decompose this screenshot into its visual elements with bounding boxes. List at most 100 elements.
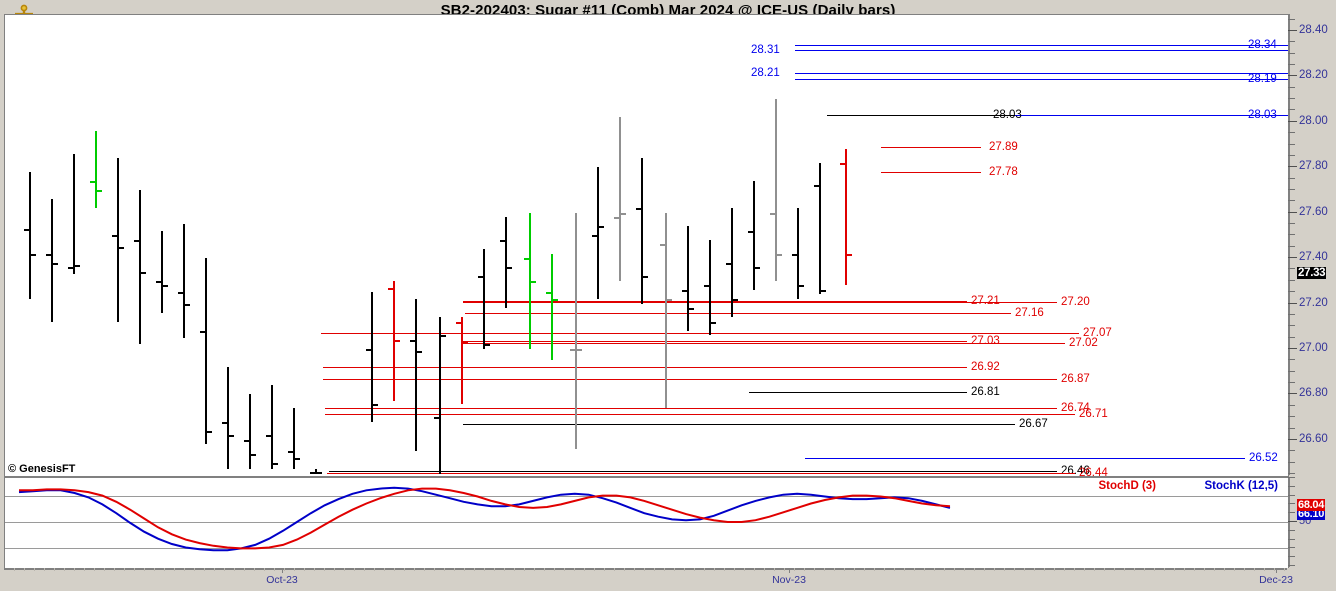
- date-axis-tick: [994, 568, 995, 571]
- price-level-line[interactable]: [463, 424, 1015, 425]
- price-axis-label: 27.80: [1299, 160, 1328, 173]
- ohlc-bar: [478, 249, 490, 349]
- price-axis-tick-major: [1288, 211, 1297, 213]
- ohlc-bar: [748, 180, 760, 290]
- stochastic-axis-rule: [1288, 477, 1290, 567]
- price-level-line[interactable]: [461, 341, 967, 343]
- date-axis-tick: [584, 568, 585, 571]
- date-axis-tick: [254, 568, 255, 571]
- date-axis-tick: [1244, 568, 1245, 571]
- ohlc-bar: [434, 317, 446, 474]
- price-axis-label: 27.40: [1299, 251, 1328, 264]
- date-axis-tick: [1224, 568, 1225, 571]
- ohlc-bar: [310, 469, 322, 474]
- date-axis-tick: [224, 568, 225, 571]
- date-axis-tick: [724, 568, 725, 571]
- date-axis-tick: [1154, 568, 1155, 571]
- price-level-line[interactable]: [827, 114, 1288, 116]
- price-level-line[interactable]: [827, 114, 1015, 116]
- date-axis-tick: [394, 568, 395, 571]
- ohlc-bar: [90, 130, 102, 209]
- stochastic-gridline: [5, 548, 1288, 550]
- price-axis[interactable]: 28.40 28.20 28.00 27.80 27.60 27.40 27.20 27.00…: [1288, 14, 1336, 475]
- ohlc-bar: [200, 258, 212, 445]
- date-axis-tick: [1164, 568, 1165, 571]
- date-axis-tick: [854, 568, 855, 571]
- date-axis-tick: [264, 568, 265, 571]
- legend-stochd: StochD (3): [1098, 480, 1157, 492]
- stochastic-series: [18, 486, 951, 552]
- date-axis-tick: [1284, 568, 1285, 571]
- date-axis-tick: [904, 568, 905, 571]
- price-level-line[interactable]: [323, 378, 1057, 380]
- price-level-label: 28.31: [751, 44, 780, 57]
- price-axis-tick: [1288, 382, 1295, 384]
- price-level-label: 26.71: [1079, 408, 1108, 421]
- price-level-label: 27.07: [1083, 327, 1112, 340]
- price-level-line[interactable]: [329, 470, 1057, 472]
- price-level-line[interactable]: [323, 367, 967, 369]
- date-axis-tick: [874, 568, 875, 571]
- date-axis-tick: [1144, 568, 1145, 571]
- price-level-line[interactable]: [795, 44, 1288, 46]
- date-axis-tick: [814, 568, 815, 571]
- date-axis-tick: [734, 568, 735, 571]
- date-axis[interactable]: Oct-23 Nov-23 Dec-23: [4, 568, 1336, 591]
- stochastic-axis-tick: [1288, 503, 1295, 505]
- stochastic-axis-tick: [1288, 485, 1295, 487]
- price-axis-tick: [1288, 268, 1295, 270]
- ohlc-bar: [222, 367, 234, 470]
- stochastic-axis[interactable]: 50 66.10 68.04: [1288, 477, 1336, 567]
- price-level-line[interactable]: [881, 146, 981, 148]
- price-level-label: 26.87: [1061, 372, 1090, 385]
- price-level-label: 28.21: [751, 66, 780, 79]
- price-level-line[interactable]: [749, 392, 967, 394]
- date-axis-tick: [834, 568, 835, 571]
- stochastic-axis-tick: [1288, 529, 1295, 531]
- date-axis-tick: [1254, 568, 1255, 571]
- price-level-line[interactable]: [461, 343, 1065, 345]
- price-axis-tick-major: [1288, 257, 1297, 259]
- date-axis-tick: [944, 568, 945, 571]
- date-axis-tick: [914, 568, 915, 571]
- price-chart-panel[interactable]: 28.34 28.31 28.21 28.19 28.03 28.03 27.89 27.78…: [4, 14, 1289, 477]
- date-axis-tick: [294, 568, 295, 571]
- price-axis-tick: [1288, 336, 1295, 338]
- price-level-line[interactable]: [463, 300, 967, 302]
- date-axis-tick: [964, 568, 965, 571]
- date-axis-tick: [1094, 568, 1095, 571]
- current-price-marker: 27.33: [1297, 267, 1327, 280]
- date-axis-tick: [604, 568, 605, 571]
- price-level-line[interactable]: [795, 78, 1288, 80]
- date-axis-label: Nov-23: [772, 574, 806, 586]
- price-level-label: 27.16: [1015, 306, 1044, 319]
- ohlc-bar: [112, 158, 124, 322]
- date-axis-tick: [1114, 568, 1115, 571]
- stochastic-panel[interactable]: StochD (3) StochK (12,5): [4, 477, 1289, 569]
- price-level-line[interactable]: [327, 472, 1075, 474]
- date-axis-tick: [804, 568, 805, 571]
- date-axis-tick: [1054, 568, 1055, 571]
- price-level-line[interactable]: [795, 72, 1288, 74]
- date-axis-label: Oct-23: [266, 574, 298, 586]
- price-axis-tick-major: [1288, 75, 1297, 77]
- price-level-line[interactable]: [463, 302, 1057, 304]
- price-level-line[interactable]: [325, 407, 1057, 409]
- price-level-line[interactable]: [795, 50, 1288, 52]
- date-axis-tick: [984, 568, 985, 571]
- date-axis-tick: [334, 568, 335, 571]
- ohlc-bar: [726, 208, 738, 318]
- ohlc-bar: [660, 212, 672, 409]
- price-axis-tick: [1288, 188, 1295, 190]
- price-axis-tick: [1288, 98, 1295, 100]
- price-axis-tick: [1288, 370, 1295, 372]
- price-level-line[interactable]: [325, 414, 1075, 416]
- price-level-line[interactable]: [465, 312, 1011, 314]
- date-axis-tick: [844, 568, 845, 571]
- price-level-line[interactable]: [881, 171, 981, 173]
- price-axis-tick: [1288, 86, 1295, 88]
- price-level-line[interactable]: [805, 458, 1245, 460]
- price-level-line[interactable]: [321, 333, 1079, 335]
- ohlc-bar: [68, 153, 80, 275]
- date-axis-tick-major: [282, 568, 283, 573]
